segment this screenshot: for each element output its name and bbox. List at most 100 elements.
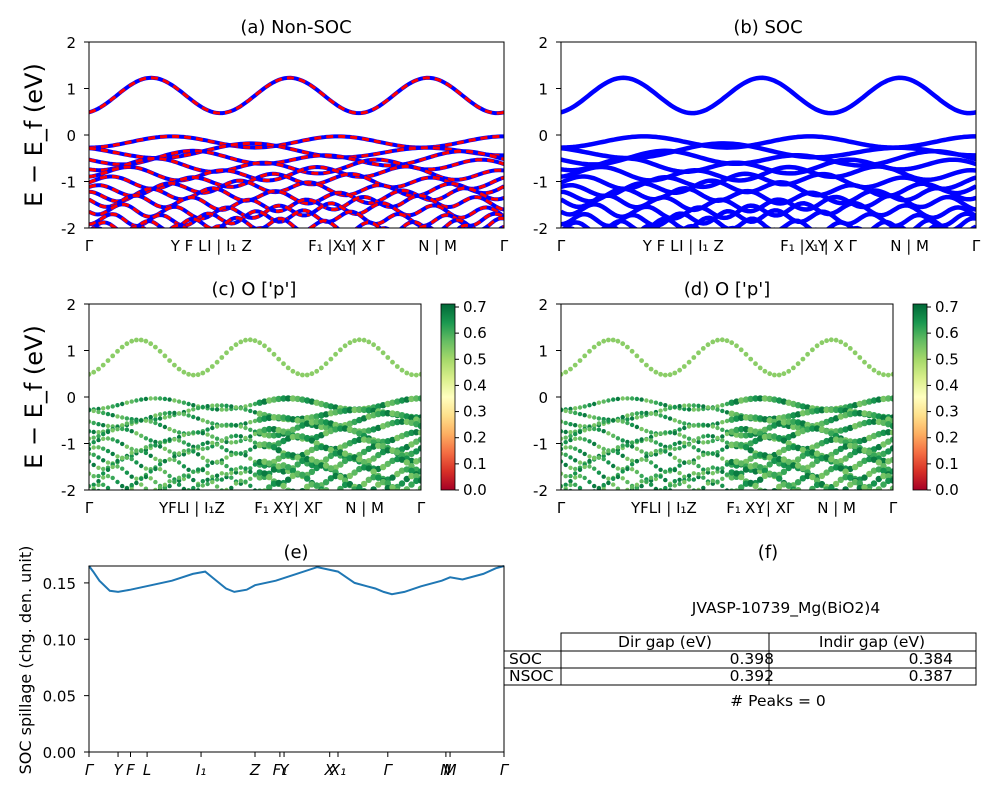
band-point: [847, 403, 854, 410]
band-point: [654, 493, 658, 497]
band-point: [771, 451, 778, 459]
x-path-label: ₁ | X Γ: [341, 237, 386, 255]
band-point: [389, 457, 396, 464]
band-point: [701, 490, 705, 494]
band-point: [686, 477, 692, 482]
y-tick-label: 0.05: [43, 688, 76, 706]
band-point: [832, 480, 840, 488]
band-point: [289, 467, 297, 474]
band-point: [648, 460, 654, 465]
band-line: [89, 156, 504, 175]
band-point: [195, 452, 201, 457]
band-point: [162, 438, 168, 443]
band-point: [677, 458, 682, 463]
band-point: [408, 467, 415, 474]
band-point: [611, 482, 616, 487]
band-point: [658, 401, 663, 407]
band-point: [866, 455, 873, 463]
band-point: [780, 481, 788, 488]
band-point: [110, 451, 115, 457]
band-point: [124, 416, 130, 421]
band-point: [743, 351, 749, 357]
band-point: [167, 358, 173, 363]
band-point: [181, 369, 187, 375]
band-point: [715, 407, 720, 412]
band-point: [214, 436, 220, 441]
band-point: [629, 348, 635, 354]
band-line: [89, 141, 504, 160]
band-point: [639, 473, 644, 479]
band-point: [105, 448, 111, 454]
band-point: [96, 473, 101, 479]
band-point: [370, 474, 377, 481]
band-point: [91, 408, 96, 414]
band-point: [885, 372, 891, 378]
band-point: [91, 445, 96, 450]
band-point: [828, 406, 835, 413]
panel-e-xlabels: Γ Y F L I₁ Z F₁Y XX₁ Γ NM Γ: [85, 752, 510, 779]
x-path-label: N | M: [418, 237, 457, 255]
band-point: [352, 338, 357, 344]
band-point: [691, 355, 697, 360]
band-point: [813, 425, 821, 432]
band-point: [752, 437, 759, 445]
band-point: [658, 474, 663, 479]
band-point: [794, 487, 802, 490]
band-point: [568, 445, 573, 450]
band-point: [248, 466, 253, 471]
band-point: [139, 397, 144, 402]
band-point: [375, 403, 382, 410]
band-point: [644, 457, 649, 463]
band-point: [790, 418, 797, 425]
band-point: [258, 489, 262, 490]
band-point: [691, 423, 696, 428]
band-point: [347, 491, 353, 497]
band-point: [629, 467, 635, 472]
band-point: [341, 450, 349, 457]
band-point: [229, 434, 234, 439]
band-point: [365, 445, 372, 453]
band-point: [761, 416, 769, 423]
x-path-label: X: [745, 499, 755, 517]
band-point: [742, 396, 750, 403]
band-point: [219, 355, 225, 360]
band-point: [747, 479, 754, 487]
band-point: [804, 404, 811, 411]
band-point: [408, 494, 414, 500]
band-point: [252, 418, 258, 424]
band-point: [356, 416, 363, 424]
band-point: [327, 446, 335, 454]
band-point: [266, 484, 273, 490]
band-point: [370, 407, 377, 414]
band-point: [710, 424, 715, 429]
band-point: [167, 449, 172, 454]
band-point: [653, 473, 659, 478]
band-point: [701, 467, 706, 472]
band-point: [270, 432, 278, 439]
band-point: [582, 464, 587, 470]
band-point: [205, 446, 210, 451]
band-point: [417, 485, 421, 490]
band-point: [747, 395, 754, 403]
band-point: [856, 484, 863, 490]
colorbar-tick-label: 0.3: [463, 403, 487, 421]
band-point: [828, 456, 835, 463]
band-point: [162, 446, 168, 451]
table-row-label-nsoc: NSOC: [509, 667, 553, 685]
band-point: [398, 412, 406, 419]
band-point: [285, 451, 292, 458]
band-point: [290, 368, 296, 374]
y-tick-label: -1: [61, 436, 76, 454]
band-point: [299, 471, 306, 478]
band-point: [620, 469, 625, 474]
band-point: [577, 429, 583, 435]
band-point: [285, 487, 292, 490]
band-point: [648, 411, 654, 416]
band-point: [120, 423, 125, 428]
band-point: [110, 413, 115, 418]
band-point: [720, 438, 725, 443]
band-point: [295, 371, 301, 377]
band-point: [356, 430, 363, 437]
band-point: [191, 430, 196, 435]
band-point: [677, 463, 682, 468]
